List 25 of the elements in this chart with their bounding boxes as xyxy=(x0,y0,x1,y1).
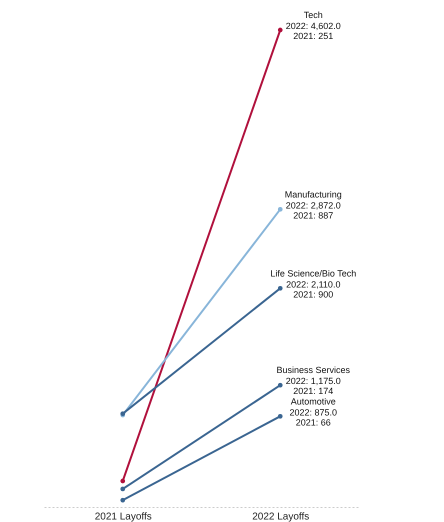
annotation: 2021: 174 xyxy=(293,386,334,396)
annotation: 2021: 66 xyxy=(296,417,331,428)
annotation: 2021: 900 xyxy=(293,289,334,300)
text: Tech xyxy=(304,10,323,20)
data-label: 2022: 4,602.0 xyxy=(286,21,341,31)
series-label: Business Services xyxy=(276,365,351,376)
series-label: Manufacturing xyxy=(284,189,342,200)
point xyxy=(278,382,283,388)
series-label: Life Science/Bio Tech xyxy=(270,268,356,278)
data-label: 2022: 2,872.0 xyxy=(286,200,341,210)
point xyxy=(120,478,126,484)
x-tick-label: 2022 Layoffs xyxy=(252,512,310,522)
point xyxy=(278,28,283,32)
x-tick-label: 2021 Layoffs xyxy=(94,512,152,522)
annotation: 2021: 887 xyxy=(293,210,334,220)
series-label: Automotive xyxy=(290,396,336,406)
annotation: 2021: 251 xyxy=(293,31,334,41)
data-label: 2022: 875.0 xyxy=(289,407,338,418)
point xyxy=(278,414,283,419)
point xyxy=(278,206,283,212)
point xyxy=(120,486,126,492)
data-label: 2022: 2,110.0 xyxy=(286,279,340,290)
point xyxy=(278,286,283,291)
point xyxy=(120,498,126,502)
data-label: 2022: 1,175.0 xyxy=(286,376,341,386)
